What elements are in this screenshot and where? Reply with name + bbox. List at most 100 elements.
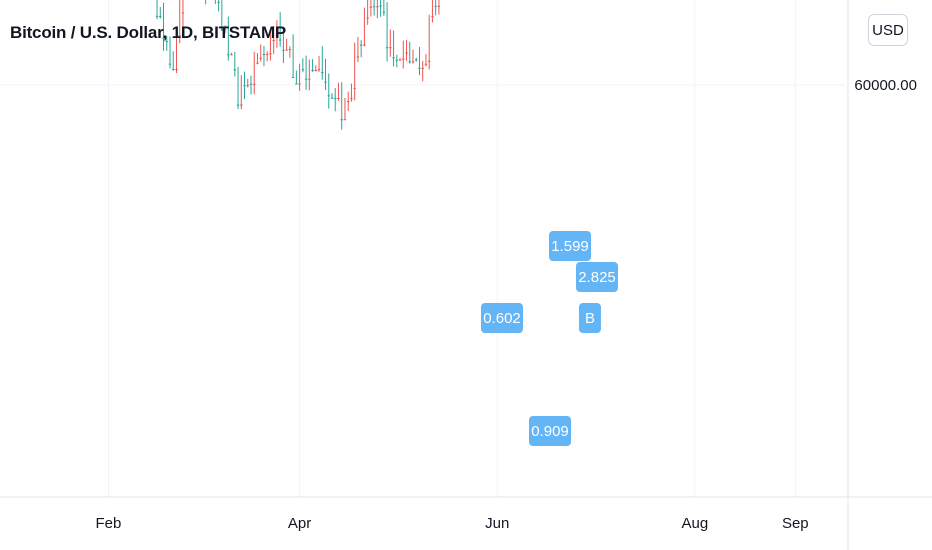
candle-body: [389, 47, 392, 49]
ratio-label-text: 2.825: [578, 269, 616, 286]
candle-body: [359, 44, 363, 46]
candle-body: [405, 52, 408, 54]
x-tick-label: Jun: [485, 515, 509, 532]
ratio-label[interactable]: 0.602: [481, 303, 523, 333]
candle-body: [402, 58, 405, 60]
candle-body: [408, 61, 411, 63]
candle-body: [168, 63, 172, 65]
candle-body: [282, 49, 285, 51]
ratio-label-box: [529, 416, 571, 446]
candle-body: [353, 87, 356, 89]
ratio-label-text: 0.909: [531, 423, 569, 440]
candle-body: [428, 60, 431, 62]
ratio-label-box: [576, 262, 618, 292]
ratio-label-text: 1.599: [551, 238, 589, 255]
candle-body: [372, 6, 376, 8]
x-tick-label: Aug: [682, 515, 709, 532]
candle-body: [288, 49, 292, 51]
candle-body: [291, 76, 295, 78]
y-tick-label: 60000.00: [854, 77, 917, 94]
candle-body: [385, 47, 389, 49]
candle-body: [363, 44, 366, 46]
candle-body: [275, 35, 279, 37]
pattern-point-b-text: B: [585, 310, 595, 327]
candle-body: [295, 83, 298, 85]
candle-body: [324, 81, 327, 83]
candle-body: [304, 78, 308, 80]
candle-body: [369, 6, 373, 8]
candle-body: [253, 83, 256, 85]
ratio-label-text: 0.602: [483, 310, 521, 327]
candle-body: [311, 70, 314, 72]
candle-body: [330, 97, 334, 99]
candle-body: [392, 57, 395, 59]
candle-body: [321, 72, 324, 74]
ratio-label-box: [481, 303, 523, 333]
candle-body: [301, 69, 305, 71]
candle-body: [415, 59, 418, 61]
candle-body: [343, 119, 347, 121]
candle-body: [175, 69, 178, 71]
candle-body: [418, 67, 421, 69]
candle-body: [162, 37, 165, 39]
currency-button[interactable]: USD: [868, 14, 908, 46]
candle-body: [256, 62, 259, 64]
ratio-label[interactable]: 0.909: [529, 416, 571, 446]
candle-body: [269, 53, 272, 55]
ratio-label[interactable]: 2.825: [576, 262, 618, 292]
chart-title: Bitcoin / U.S. Dollar, 1D, BITSTAMP: [10, 23, 287, 42]
candle-body: [382, 11, 386, 13]
candle-body: [411, 61, 415, 63]
candle-body: [230, 54, 233, 56]
candle-body: [350, 98, 353, 100]
pattern-point-b-box: [578, 303, 601, 333]
candlestick-series: [155, 0, 441, 130]
x-tick-label: Sep: [782, 515, 809, 532]
candle-body: [327, 95, 330, 97]
ratio-label[interactable]: 1.599: [549, 231, 591, 261]
candle-body: [434, 5, 437, 7]
candle-body: [421, 67, 424, 69]
candle-body: [334, 98, 337, 100]
candle-body: [424, 63, 428, 65]
candle-body: [347, 101, 350, 103]
candle-body: [314, 70, 317, 72]
candle-body: [366, 17, 369, 19]
candle-body: [155, 15, 159, 17]
candle-body: [285, 49, 288, 51]
candle-body: [379, 5, 382, 7]
candle-body: [317, 69, 321, 71]
candle-body: [395, 59, 398, 61]
candle-body: [178, 35, 181, 37]
candle-body: [227, 54, 230, 56]
candle-body: [246, 85, 249, 87]
candle-body: [272, 39, 275, 41]
candle-body: [172, 69, 175, 71]
candle-body: [340, 119, 343, 121]
candle-body: [165, 41, 168, 43]
candle-body: [337, 98, 340, 100]
candle-body: [437, 5, 441, 7]
candle-body: [249, 83, 253, 85]
candle-body: [398, 59, 402, 61]
candle-body: [236, 104, 240, 106]
ratio-label-box: [549, 231, 591, 261]
candle-body: [223, 29, 227, 31]
pattern-point-b[interactable]: B: [578, 303, 601, 333]
candle-body: [217, 1, 220, 3]
x-tick-label: Feb: [96, 515, 122, 532]
candle-body: [233, 69, 236, 71]
candle-body: [259, 57, 262, 59]
candle-body: [298, 83, 301, 85]
x-tick-label: Apr: [288, 515, 311, 532]
candle-body: [240, 104, 243, 106]
candle-body: [266, 53, 269, 55]
candle-body: [376, 6, 379, 8]
candle-body: [356, 56, 360, 58]
candle-body: [431, 16, 434, 18]
candle-body: [181, 12, 185, 14]
candle-body: [262, 53, 266, 55]
